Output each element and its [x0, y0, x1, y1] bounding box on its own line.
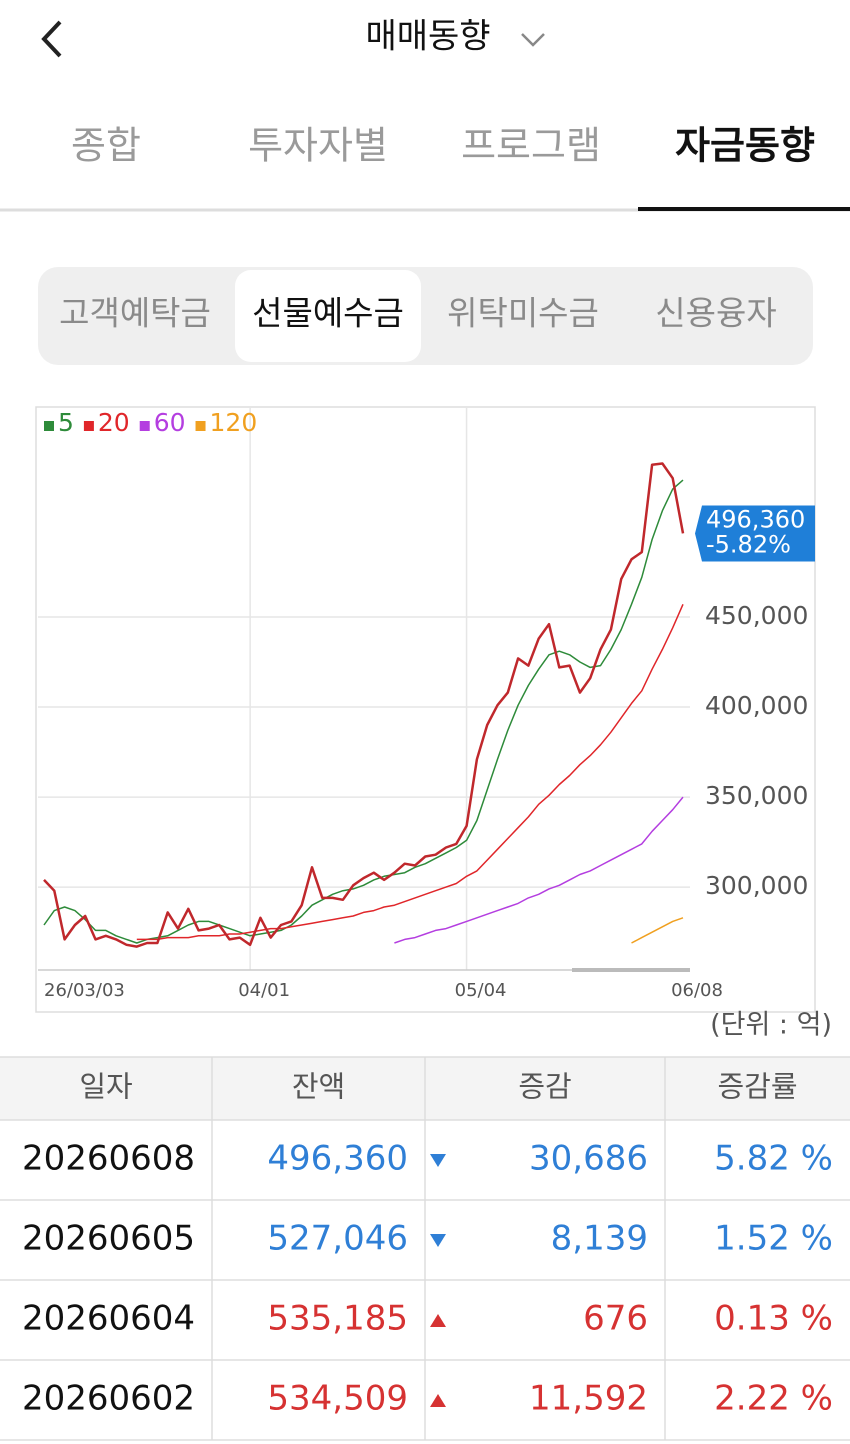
- legend-label: 120: [210, 408, 258, 437]
- x-tick-label: 26/03/03: [44, 980, 125, 1001]
- data-line: [136, 603, 684, 941]
- tab[interactable]: 투자자별: [248, 124, 388, 168]
- x-tick-label: 05/04: [455, 980, 507, 1001]
- balance-cell: 496,360: [267, 1139, 408, 1179]
- date-cell: 20260602: [22, 1379, 195, 1419]
- subtab[interactable]: 선물예수금: [252, 294, 404, 333]
- change-cell: 11,592: [529, 1379, 648, 1419]
- tab-underline: [638, 207, 850, 211]
- legend-swatch: [83, 421, 94, 431]
- date-cell: 20260604: [22, 1299, 195, 1339]
- subtab-bar: [38, 267, 813, 365]
- column-header: 증감률: [717, 1070, 797, 1104]
- unit-label: (단위 : 억): [710, 1010, 832, 1041]
- tab[interactable]: 프로그램: [461, 124, 601, 168]
- tab[interactable]: 종합: [71, 124, 141, 168]
- change-cell: 676: [583, 1299, 648, 1339]
- x-tick-label: 04/01: [238, 980, 290, 1001]
- balance-cell: 535,185: [267, 1299, 408, 1339]
- page-title[interactable]: 매매동향: [365, 17, 490, 57]
- data-line: [394, 796, 684, 944]
- legend-label: 20: [98, 408, 130, 437]
- current-value: 496,360: [706, 505, 805, 533]
- title-dropdown[interactable]: [521, 33, 545, 47]
- subtab[interactable]: 고객예탁금: [59, 294, 211, 333]
- rate-cell: 0.13 %: [714, 1299, 833, 1339]
- rate-cell: 2.22 %: [714, 1379, 833, 1419]
- subtab[interactable]: 위탁미수금: [447, 294, 599, 333]
- data-line: [631, 917, 684, 944]
- chart-frame: [35, 406, 816, 1013]
- date-cell: 20260608: [22, 1139, 195, 1179]
- column-header: 증감: [518, 1070, 571, 1104]
- direction-arrow: [430, 1394, 446, 1407]
- balance-cell: 527,046: [267, 1219, 408, 1259]
- y-tick-label: 450,000: [705, 601, 808, 630]
- change-cell: 8,139: [551, 1219, 648, 1259]
- x-tick-label: 06/08: [671, 980, 723, 1001]
- data-line: [43, 462, 685, 948]
- legend-label: 5: [58, 408, 74, 437]
- subtab-active-bg: [235, 270, 421, 362]
- column-header: 잔액: [292, 1070, 345, 1104]
- legend-label: 60: [154, 408, 186, 437]
- date-cell: 20260605: [22, 1219, 195, 1259]
- rate-cell: 5.82 %: [714, 1139, 833, 1179]
- y-tick-label: 300,000: [705, 871, 808, 900]
- legend-swatch: [44, 421, 54, 431]
- balance-cell: 534,509: [267, 1379, 408, 1419]
- tab[interactable]: 자금동향: [675, 124, 815, 168]
- y-tick-label: 400,000: [705, 691, 808, 720]
- rate-cell: 1.52 %: [714, 1219, 833, 1259]
- legend-swatch: [195, 421, 206, 431]
- scroll-indicator: [572, 968, 690, 972]
- change-cell: 30,686: [529, 1139, 648, 1179]
- direction-arrow: [430, 1314, 446, 1327]
- current-callout: [695, 505, 815, 562]
- column-header: 일자: [79, 1070, 132, 1104]
- back-button[interactable]: [41, 20, 62, 58]
- data-line: [43, 479, 684, 944]
- direction-arrow: [430, 1234, 446, 1247]
- current-change: -5.82%: [706, 530, 791, 558]
- legend-swatch: [139, 421, 150, 431]
- subtab[interactable]: 신용융자: [655, 294, 776, 333]
- direction-arrow: [430, 1154, 446, 1167]
- y-tick-label: 350,000: [705, 781, 808, 810]
